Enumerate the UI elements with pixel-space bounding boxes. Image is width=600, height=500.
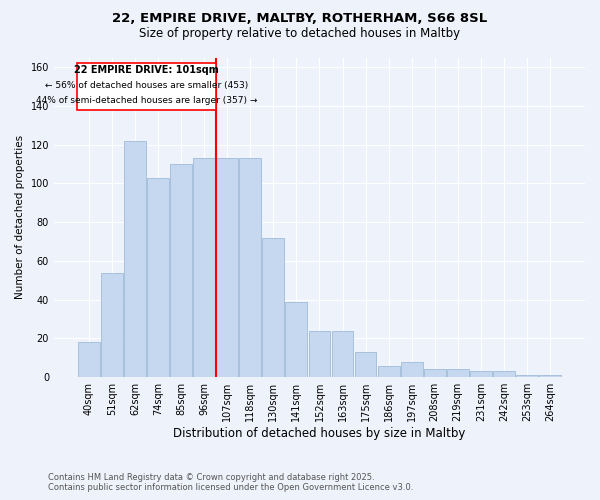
Bar	[193, 158, 215, 377]
Text: 22, EMPIRE DRIVE, MALTBY, ROTHERHAM, S66 8SL: 22, EMPIRE DRIVE, MALTBY, ROTHERHAM, S66…	[112, 12, 488, 26]
Text: 22 EMPIRE DRIVE: 101sqm: 22 EMPIRE DRIVE: 101sqm	[74, 66, 219, 76]
Bar	[401, 362, 422, 377]
Text: ← 56% of detached houses are smaller (453): ← 56% of detached houses are smaller (45…	[45, 81, 248, 90]
Bar	[539, 376, 561, 377]
Bar	[355, 352, 376, 377]
Bar	[447, 370, 469, 377]
Bar	[424, 370, 446, 377]
FancyBboxPatch shape	[77, 64, 216, 110]
Text: 44% of semi-detached houses are larger (357) →: 44% of semi-detached houses are larger (…	[36, 96, 257, 106]
Bar	[262, 238, 284, 377]
Bar	[101, 272, 123, 377]
Bar	[124, 141, 146, 377]
Bar	[239, 158, 261, 377]
Bar	[217, 158, 238, 377]
Text: Contains HM Land Registry data © Crown copyright and database right 2025.
Contai: Contains HM Land Registry data © Crown c…	[48, 473, 413, 492]
Bar	[147, 178, 169, 377]
Bar	[170, 164, 192, 377]
Bar	[78, 342, 100, 377]
Bar	[493, 372, 515, 377]
Bar	[516, 376, 538, 377]
Bar	[308, 330, 331, 377]
Bar	[470, 372, 492, 377]
Text: Size of property relative to detached houses in Maltby: Size of property relative to detached ho…	[139, 28, 461, 40]
Bar	[286, 302, 307, 377]
X-axis label: Distribution of detached houses by size in Maltby: Distribution of detached houses by size …	[173, 427, 466, 440]
Bar	[332, 330, 353, 377]
Y-axis label: Number of detached properties: Number of detached properties	[15, 136, 25, 300]
Bar	[377, 366, 400, 377]
